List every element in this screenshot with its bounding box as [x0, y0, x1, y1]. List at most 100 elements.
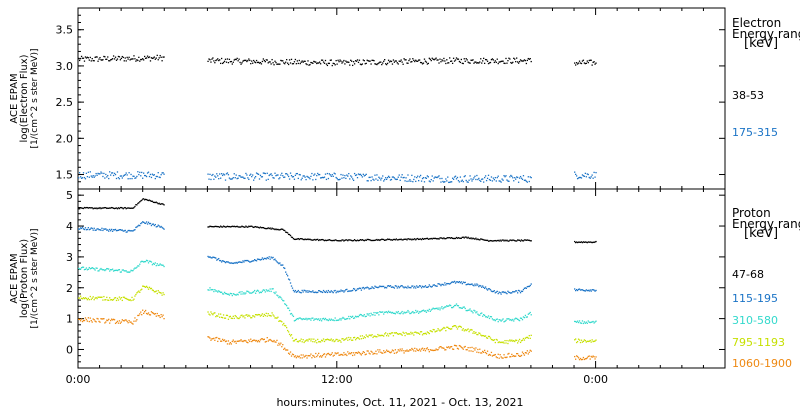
electron-point-38-53: [127, 58, 129, 60]
proton-point-310-580: [527, 313, 529, 315]
proton-point-115-195: [153, 224, 155, 227]
proton-point-795-1193: [163, 293, 165, 296]
proton-point-47-68: [116, 208, 119, 210]
proton-point-795-1193: [220, 313, 222, 315]
proton-series-795-1193: [78, 285, 597, 345]
electron-point-175-315: [456, 176, 459, 179]
proton-point-1060-1900: [368, 352, 370, 354]
proton-point-795-1193: [575, 341, 578, 344]
proton-point-795-1193: [302, 339, 304, 341]
proton-point-115-195: [133, 229, 135, 231]
proton-point-310-580: [228, 294, 231, 296]
proton-point-47-68: [390, 239, 393, 241]
proton-point-310-580: [418, 311, 421, 313]
proton-point-47-68: [161, 203, 163, 205]
electron-point-175-315: [89, 171, 91, 173]
electron-point-175-315: [307, 176, 309, 178]
proton-point-115-195: [78, 228, 81, 230]
proton-point-1060-1900: [340, 353, 342, 356]
electron-point-38-53: [115, 59, 118, 61]
proton-point-47-68: [435, 237, 437, 240]
proton-point-1060-1900: [231, 340, 233, 343]
electron-point-38-53: [369, 60, 371, 62]
proton-point-310-580: [78, 268, 81, 270]
proton-point-1060-1900: [226, 343, 229, 345]
proton-point-310-580: [326, 319, 329, 321]
electron-point-175-315: [311, 172, 313, 175]
proton-point-795-1193: [374, 335, 376, 337]
proton-point-310-580: [590, 321, 592, 323]
electron-point-38-53: [482, 60, 484, 62]
proton-point-47-68: [145, 198, 148, 201]
proton-point-1060-1900: [84, 317, 87, 319]
proton-point-795-1193: [84, 297, 87, 299]
electron-point-38-53: [508, 57, 510, 59]
proton-point-1060-1900: [515, 355, 517, 357]
proton-point-1060-1900: [504, 356, 506, 359]
proton-point-115-195: [524, 287, 527, 289]
electron-point-175-315: [147, 171, 150, 173]
proton-point-795-1193: [280, 320, 282, 322]
electron-point-175-315: [105, 173, 107, 176]
electron-point-175-315: [248, 178, 250, 181]
proton-point-310-580: [386, 312, 389, 314]
proton-point-795-1193: [346, 337, 348, 339]
proton-point-115-195: [209, 256, 211, 258]
electron-point-38-53: [124, 57, 126, 59]
proton-point-795-1193: [107, 299, 109, 301]
proton-point-115-195: [248, 260, 250, 263]
proton-point-47-68: [260, 227, 263, 229]
electron-point-175-315: [234, 177, 236, 179]
electron-point-38-53: [301, 60, 303, 62]
proton-point-47-68: [143, 198, 145, 200]
proton-point-47-68: [483, 239, 486, 241]
proton-point-310-580: [288, 309, 291, 312]
electron-point-38-53: [228, 58, 231, 61]
electron-point-38-53: [250, 62, 252, 65]
proton-point-115-195: [111, 230, 114, 232]
proton-point-310-580: [429, 310, 431, 313]
electron-point-38-53: [137, 59, 139, 62]
proton-point-795-1193: [480, 334, 482, 336]
proton-point-795-1193: [219, 316, 221, 318]
electron-point-38-53: [336, 63, 338, 65]
proton-point-1060-1900: [589, 358, 591, 360]
proton-point-1060-1900: [472, 350, 474, 353]
proton-point-1060-1900: [499, 354, 501, 356]
proton-point-795-1193: [288, 333, 291, 335]
proton-point-115-195: [124, 229, 126, 232]
proton-point-1060-1900: [322, 353, 325, 356]
proton-point-1060-1900: [448, 346, 450, 348]
electron-point-38-53: [262, 58, 265, 60]
proton-point-115-195: [385, 286, 387, 289]
proton-point-115-195: [280, 264, 282, 266]
proton-point-1060-1900: [273, 339, 275, 342]
proton-point-47-68: [277, 228, 279, 231]
proton-point-115-195: [518, 290, 521, 292]
proton-point-47-68: [300, 238, 302, 240]
proton-point-310-580: [503, 321, 505, 323]
proton-point-1060-1900: [291, 353, 294, 355]
electron-point-175-315: [588, 176, 590, 179]
proton-point-47-68: [158, 202, 160, 204]
electron-point-175-315: [153, 174, 155, 176]
electron-point-38-53: [141, 58, 143, 61]
electron-point-38-53: [119, 59, 122, 61]
electron-point-38-53: [389, 60, 392, 62]
proton-point-1060-1900: [103, 318, 105, 320]
proton-point-115-195: [252, 260, 254, 262]
electron-point-175-315: [426, 175, 429, 177]
proton-point-310-580: [316, 318, 318, 320]
electron-point-175-315: [365, 173, 367, 176]
electron-point-38-53: [300, 61, 302, 63]
proton-point-47-68: [123, 207, 125, 209]
proton-point-310-580: [399, 313, 401, 315]
proton-point-47-68: [586, 241, 588, 244]
proton-point-47-68: [474, 238, 476, 240]
proton-point-1060-1900: [474, 349, 476, 351]
proton-point-795-1193: [300, 338, 302, 340]
proton-point-1060-1900: [281, 346, 283, 348]
proton-point-47-68: [333, 239, 335, 242]
proton-point-795-1193: [450, 328, 453, 330]
